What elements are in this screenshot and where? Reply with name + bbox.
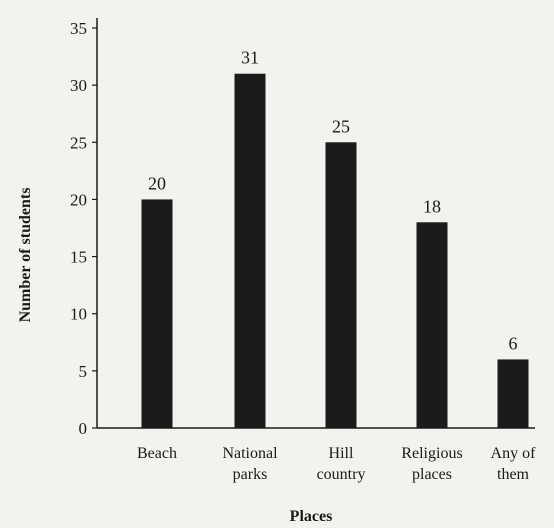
bars (141, 73, 529, 429)
y-tick-label: 5 (79, 362, 88, 381)
y-tick-label: 20 (70, 190, 87, 209)
bar (325, 142, 357, 429)
bar (141, 199, 173, 428)
x-category-label: Any of them (491, 445, 537, 483)
bar (416, 222, 448, 428)
data-labels: 20 31 25 18 6 (148, 48, 518, 354)
x-axis-category-labels: Beach National parks Hill country Religious pl… (137, 445, 536, 483)
bar-value-label: 31 (241, 48, 259, 68)
bar-value-label: 18 (423, 196, 441, 216)
y-tick-label: 35 (70, 19, 87, 38)
x-category-label: Hill country (317, 445, 366, 483)
x-category-label: Religious places (401, 445, 462, 483)
x-category-label: National parks (222, 445, 278, 483)
bar (234, 73, 266, 428)
y-tick-label: 15 (70, 248, 87, 267)
bar-value-label: 6 (509, 333, 518, 353)
y-axis-ticks: 0 5 10 15 20 25 30 35 (70, 19, 97, 438)
y-tick-label: 30 (70, 76, 87, 95)
y-axis-title: Number of students (17, 188, 34, 323)
y-tick-label: 0 (79, 419, 88, 438)
x-axis-title: Places (290, 508, 333, 525)
x-category-label: Beach (137, 445, 177, 462)
bar-value-label: 25 (332, 116, 350, 136)
y-tick-label: 25 (70, 133, 87, 152)
bar-value-label: 20 (148, 173, 166, 193)
bar (497, 359, 529, 428)
y-tick-label: 10 (70, 305, 87, 324)
